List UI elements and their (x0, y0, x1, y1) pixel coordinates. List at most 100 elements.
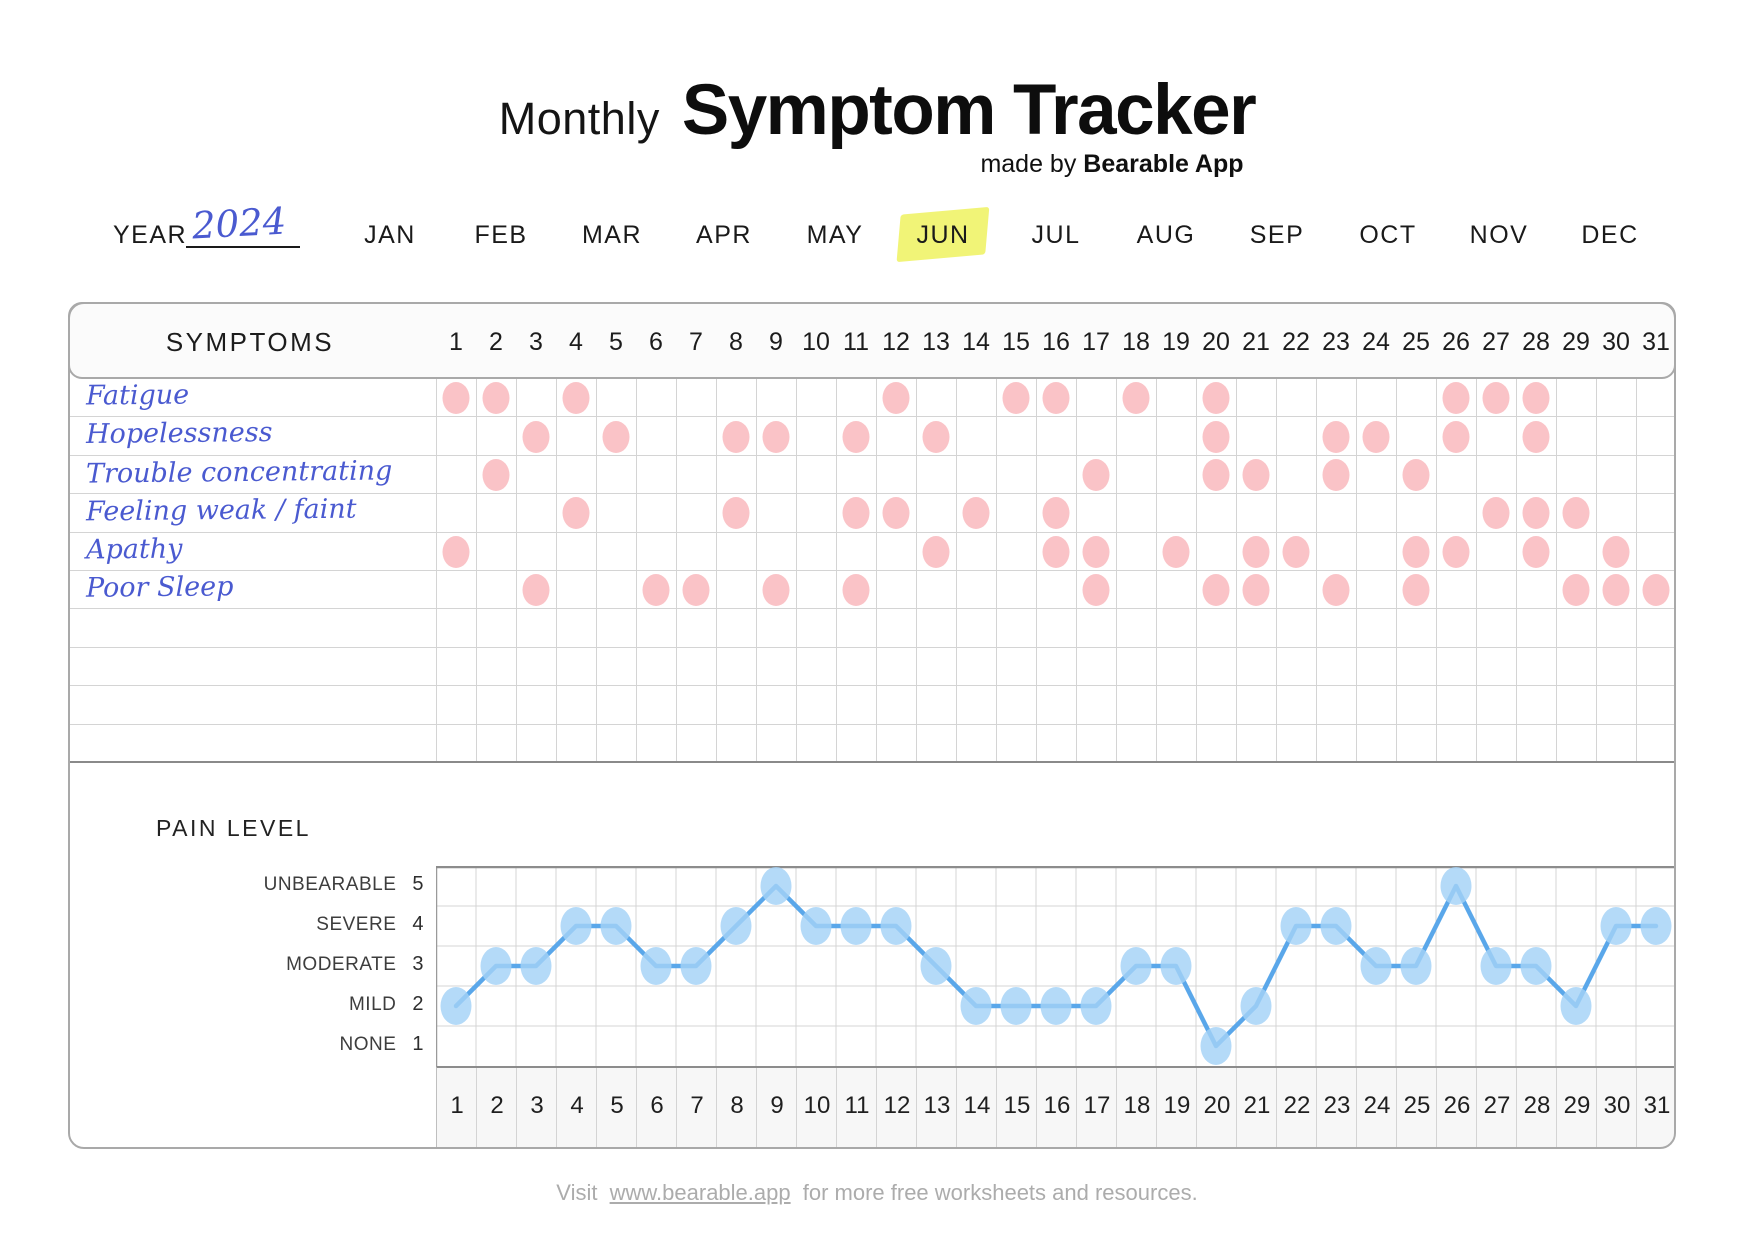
symptom-dot-day-26 (1442, 420, 1470, 453)
axis-day-28: 28 (1523, 1092, 1551, 1119)
day-header-20: 20 (1202, 328, 1230, 356)
symptom-dot-day-9 (762, 420, 790, 453)
symptom-dot-day-31 (1642, 574, 1670, 607)
empty-symptom-row (68, 648, 1676, 687)
symptom-dot-day-12 (882, 382, 910, 415)
symptom-row-poor-sleep: Poor Sleep (68, 571, 1676, 610)
month-sep: SEP (1249, 221, 1305, 249)
pain-level-label-unbearable: UNBEARABLE 5 (150, 873, 424, 896)
symptom-dot-day-16 (1042, 535, 1070, 568)
month-apr: APR (696, 221, 752, 249)
axis-day-31: 31 (1643, 1092, 1671, 1119)
day-header-11: 11 (843, 328, 869, 356)
symptom-dot-day-5 (602, 420, 630, 453)
day-header-5: 5 (609, 328, 623, 356)
day-header-14: 14 (962, 328, 990, 356)
day-header-16: 16 (1042, 328, 1070, 356)
pain-point-day-26 (1440, 867, 1472, 905)
symptom-dot-day-27 (1482, 497, 1510, 530)
day-header-3: 3 (529, 328, 543, 356)
symptom-dot-day-25 (1402, 459, 1430, 491)
axis-day-11: 11 (844, 1092, 870, 1119)
symptom-dot-day-18 (1122, 382, 1150, 415)
day-header-13: 13 (922, 328, 950, 356)
pain-point-day-20 (1200, 1027, 1232, 1065)
axis-day-17: 17 (1083, 1092, 1111, 1119)
pain-point-day-21 (1240, 987, 1272, 1025)
symptom-dot-day-17 (1082, 535, 1110, 568)
month-may: MAY (806, 221, 864, 249)
axis-day-2: 2 (490, 1092, 504, 1119)
symptom-dot-day-3 (522, 420, 550, 453)
pain-level-label-moderate: MODERATE 3 (150, 953, 424, 976)
axis-day-6: 6 (650, 1092, 664, 1119)
axis-day-10: 10 (803, 1092, 831, 1119)
symptom-dot-day-27 (1482, 382, 1510, 415)
footer-text-suffix: for more free worksheets and resources. (802, 1180, 1198, 1205)
symptom-dot-day-2 (482, 459, 510, 491)
symptom-dot-day-16 (1042, 382, 1070, 415)
pain-level-text: NONE (339, 1034, 397, 1055)
footer-link[interactable]: www.bearable.app (609, 1180, 791, 1205)
symptom-dot-day-3 (522, 574, 550, 607)
day-header-4: 4 (569, 328, 583, 356)
symptom-dot-day-25 (1402, 535, 1430, 568)
day-header-28: 28 (1522, 328, 1550, 356)
symptom-row-fatigue: Fatigue (68, 379, 1676, 418)
month-dec: DEC (1581, 221, 1639, 249)
symptom-dot-day-12 (882, 497, 910, 530)
axis-day-9: 9 (770, 1092, 784, 1119)
symptoms-header-label: SYMPTOMS (165, 327, 335, 357)
day-header-25: 25 (1402, 328, 1430, 356)
axis-day-20: 20 (1203, 1092, 1231, 1119)
pain-point-day-11 (840, 907, 872, 945)
day-header-17: 17 (1082, 328, 1110, 356)
symptom-dot-day-28 (1522, 382, 1550, 415)
pain-point-day-18 (1120, 947, 1152, 985)
pain-point-day-2 (480, 947, 512, 985)
axis-day-27: 27 (1483, 1092, 1511, 1119)
pain-level-text: MILD (348, 994, 397, 1015)
symptom-dot-day-21 (1242, 535, 1270, 568)
pain-level-text: SEVERE (316, 914, 397, 935)
symptom-dot-day-23 (1322, 420, 1350, 453)
pain-point-day-12 (880, 907, 912, 945)
axis-day-5: 5 (610, 1092, 624, 1119)
pain-point-day-1 (440, 987, 472, 1025)
pain-point-day-4 (560, 907, 592, 945)
symptom-dot-day-24 (1362, 420, 1390, 453)
symptom-dot-day-30 (1602, 535, 1630, 568)
day-header-1: 1 (449, 328, 463, 356)
pain-point-day-27 (1480, 947, 1512, 985)
pain-point-day-17 (1080, 987, 1112, 1025)
axis-day-19: 19 (1163, 1092, 1191, 1119)
day-header-26: 26 (1442, 328, 1470, 356)
symptom-label: Apathy (85, 533, 183, 566)
axis-day-26: 26 (1443, 1092, 1471, 1119)
symptom-dot-day-29 (1562, 574, 1590, 607)
pain-point-day-23 (1320, 907, 1352, 945)
axis-day-21: 21 (1243, 1092, 1271, 1119)
empty-symptom-row (68, 686, 1676, 725)
pain-point-day-9 (760, 867, 792, 905)
month-jun: JUN (896, 206, 990, 263)
symptom-label: Feeling weak / faint (85, 493, 357, 528)
symptom-label: Trouble concentrating (85, 455, 393, 490)
day-header-21: 21 (1242, 328, 1270, 356)
pain-point-day-5 (600, 907, 632, 945)
title-prefix: Monthly (498, 93, 660, 144)
day-header-10: 10 (802, 328, 830, 356)
symptom-dot-day-11 (842, 574, 870, 607)
day-header-7: 7 (689, 328, 703, 356)
axis-day-4: 4 (570, 1092, 584, 1119)
page-title: Monthly Symptom Tracker (0, 70, 1754, 151)
pain-point-day-6 (640, 947, 672, 985)
symptom-dot-day-21 (1242, 574, 1270, 607)
title-main: Symptom Tracker (681, 71, 1257, 150)
empty-symptom-row (68, 609, 1676, 648)
day-header-31: 31 (1642, 328, 1670, 356)
symptom-dot-day-17 (1082, 574, 1110, 607)
pain-point-day-7 (680, 947, 712, 985)
symptom-dot-day-22 (1282, 535, 1310, 568)
symptom-dot-day-20 (1202, 574, 1230, 607)
